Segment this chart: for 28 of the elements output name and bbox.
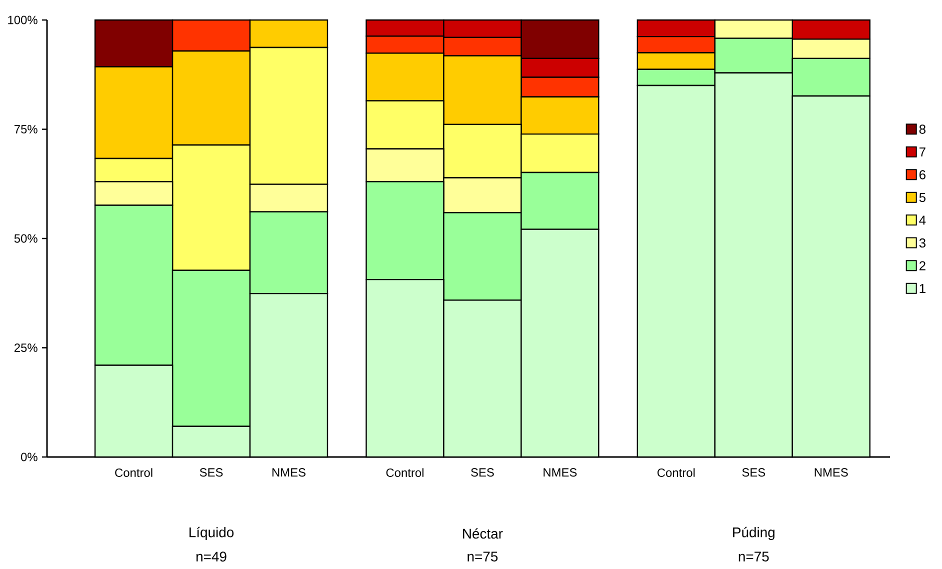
legend-label: 3: [919, 238, 926, 248]
text: n=49: [196, 552, 226, 562]
y-tick-label: 0%: [21, 452, 38, 462]
y-tick-label: 25%: [14, 344, 38, 352]
legend-label: 1: [920, 284, 926, 293]
text: Néctar: [463, 528, 503, 539]
legend-label: 5: [919, 193, 926, 202]
x-tick-label: SES: [471, 468, 494, 477]
x-tick-label: Control: [386, 468, 424, 477]
x-tick-label: SES: [200, 468, 223, 477]
legend-label: 4: [919, 216, 926, 225]
x-tick-label: Control: [115, 468, 152, 477]
text: Púding: [733, 526, 774, 540]
x-tick-label: NMES: [814, 468, 848, 477]
text: Líquido: [190, 526, 234, 540]
x-tick-label: NMES: [272, 468, 306, 477]
y-tick-label: 100%: [8, 16, 38, 24]
y-tick-label: 50%: [14, 234, 38, 243]
legend-label: 6: [919, 170, 926, 180]
x-tick-label: SES: [742, 468, 766, 477]
legend-label: 7: [920, 148, 926, 156]
legend-label: 2: [919, 261, 926, 270]
x-tick-label: Control: [658, 468, 695, 477]
legend-label: 8: [919, 124, 926, 134]
text: n=75: [738, 552, 769, 562]
text: n=75: [468, 552, 498, 562]
y-tick-label: 75%: [14, 125, 38, 134]
x-tick-label: NMES: [544, 468, 577, 477]
